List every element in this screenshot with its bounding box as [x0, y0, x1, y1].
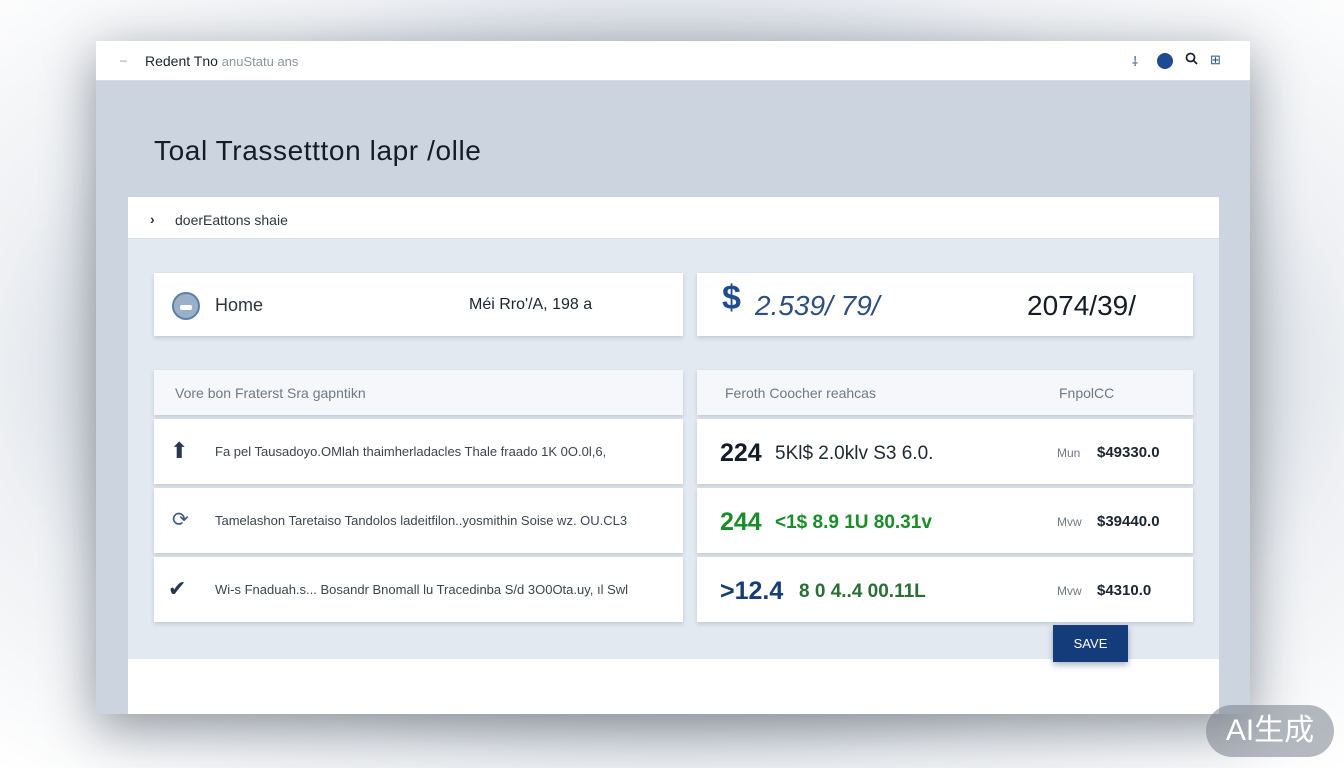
row-description: Wi-s Fnaduah.s... Bosandr Bnomall lu Tra… [215, 582, 629, 597]
row-total: $4310.0 [1097, 582, 1152, 599]
row-total: $39440.0 [1097, 513, 1160, 530]
row-total: $49330.0 [1097, 444, 1160, 461]
breadcrumb[interactable]: doerEattons shaie [175, 212, 288, 228]
home-value: Méi Rro'/A, 198 a [469, 296, 593, 313]
row-amount-a: >12.4 [720, 577, 784, 605]
pin-icon[interactable]: ⸸ [1132, 54, 1139, 69]
row-unit: Mun [1057, 446, 1081, 460]
app-window: – Redent Tno anuStatu ans ⸸ ⊞ Toal Trass… [96, 41, 1250, 714]
content-panel: › doerEattons shaie Home Méi Rro'/A, 198… [128, 197, 1219, 714]
avatar[interactable] [1157, 53, 1173, 69]
ai-generated-badge: AI生成 [1206, 705, 1334, 757]
right-table-header: Feroth Coocher reahcas FnpolCC [697, 370, 1193, 415]
page-title: Toal Trassettton lapr /olle [154, 135, 482, 166]
left-table-header: Vore bon Fraterst Sra gapntikn [154, 370, 683, 415]
window-title: Redent Tno anuStatu ans [145, 53, 298, 69]
minimize-icon[interactable]: – [120, 53, 127, 67]
row-amount-a: 224 [720, 439, 762, 467]
check-icon: ✔ [168, 576, 187, 601]
dashboard-area: Home Méi Rro'/A, 198 a $ 2.539/ 79/ 2074… [128, 238, 1219, 659]
row-amount-b: <1$ 8.9 1U 80.31v [775, 512, 932, 533]
dollar-icon: $ [722, 279, 741, 317]
amount-right: 2074/39/ [1027, 290, 1136, 321]
home-label: Home [215, 295, 264, 315]
arrow-up-icon: ⬆ [170, 438, 189, 463]
home-summary-card[interactable]: Home Méi Rro'/A, 198 a [154, 273, 683, 336]
table-row[interactable]: >12.4 8 0 4..4 00.11L Mvw $4310.0 [697, 557, 1193, 622]
table-row[interactable]: ⟳ Tamelashon Taretaiso Tandolos ladeitfi… [154, 488, 683, 553]
window-title-main: Redent Tno [145, 53, 218, 69]
right-header-label: Feroth Coocher reahcas [725, 385, 876, 401]
row-amount-a: 244 [720, 508, 762, 536]
refresh-icon: ⟳ [172, 509, 189, 531]
amount-left: 2.539/ 79/ [755, 290, 880, 321]
row-unit: Mvw [1057, 515, 1082, 529]
save-button[interactable]: SAVE [1053, 625, 1128, 662]
row-description: Fa pel Tausadoyo.OMlah thaimherladacles … [215, 444, 607, 459]
row-amount-b: 5Kl$ 2.0klv S3 6.0. [775, 443, 934, 464]
table-row[interactable]: 244 <1$ 8.9 1U 80.31v Mvw $39440.0 [697, 488, 1193, 553]
table-row[interactable]: ⬆ Fa pel Tausadoyo.OMlah thaimherladacle… [154, 419, 683, 484]
grid-icon[interactable]: ⊞ [1210, 52, 1221, 67]
chevron-right-icon[interactable]: › [150, 211, 155, 227]
right-header-total: FnpolCC [1059, 385, 1115, 401]
title-bar: – Redent Tno anuStatu ans ⸸ ⊞ [96, 41, 1250, 81]
row-amount-b: 8 0 4..4 00.11L [799, 581, 926, 602]
home-icon [172, 292, 200, 320]
window-title-sub: anuStatu ans [221, 54, 299, 69]
table-row[interactable]: 224 5Kl$ 2.0klv S3 6.0. Mun $49330.0 [697, 419, 1193, 484]
left-header-label: Vore bon Fraterst Sra gapntikn [175, 385, 366, 401]
row-description: Tamelashon Taretaiso Tandolos ladeitfilo… [215, 513, 628, 528]
search-icon[interactable] [1185, 52, 1198, 68]
row-unit: Mvw [1057, 584, 1082, 598]
table-row[interactable]: ✔ Wi-s Fnaduah.s... Bosandr Bnomall lu T… [154, 557, 683, 622]
amount-summary-card[interactable]: $ 2.539/ 79/ 2074/39/ [697, 273, 1193, 336]
